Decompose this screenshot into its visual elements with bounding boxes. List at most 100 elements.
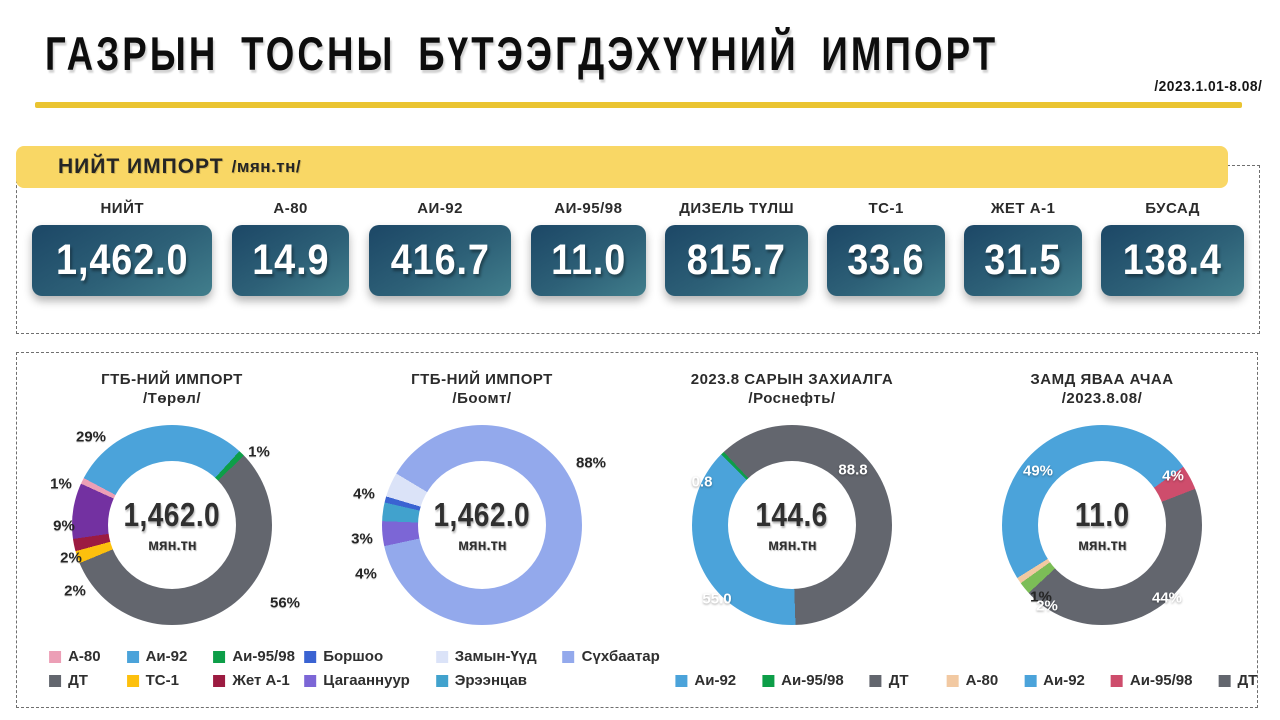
stat-card: 416.7 [368,225,512,296]
legend-label: А-80 [965,672,999,689]
stat-label: АИ-95/98 [554,200,623,217]
title-underline [35,102,1242,108]
legend-item: Аи-95/98 [762,672,844,689]
segment-label: 9% [53,517,75,535]
stat-card: 138.4 [1101,225,1244,296]
stat-card: 1,462.0 [32,225,213,296]
legend-item: Сүхбаатар [562,648,660,665]
segment-label: 88% [575,454,607,472]
legend-swatch [1024,674,1037,687]
chart-subtitle: /Төрөл/ [142,390,201,407]
legend-swatch [1218,674,1231,687]
stat-card: 33.6 [827,225,945,296]
donut: 1,462.0 мян.тн 29% 1% 56% 2% 2% 9% 1% [50,425,300,625]
legend-item: А-80 [946,672,999,689]
stat-ai92: АИ-92 416.7 [368,200,512,296]
chart-subtitle: /2023.8.08/ [1061,390,1143,407]
summary-cards-row: НИЙТ 1,462.0 А-80 14.9 АИ-92 416.7 АИ-95… [32,200,1244,296]
stat-label: БУСАД [1145,200,1200,217]
stat-value: 33.6 [847,236,925,284]
segment-label: 2% [60,549,82,567]
stat-label: НИЙТ [100,200,145,217]
donut-center-unit: мян.тн [767,536,817,554]
segment-label: 2% [64,582,86,600]
donut: 144.6 мян.тн 88.8 0.8 55.0 [692,425,892,625]
legend-label: Боршоо [323,648,384,665]
stat-value: 815.7 [687,236,787,284]
legend-swatch [213,674,226,687]
legend-item: Аи-92 [1024,672,1085,689]
legend-item: Аи-95/98 [213,648,295,665]
legend-swatch [675,674,688,687]
donut-center-value: 1,462.0 [123,495,221,533]
donut: 11.0 мян.тн 49% 4% 44% 1% 2% [1002,425,1202,625]
donut-center-value: 11.0 [1074,495,1130,533]
stat-label: ЖЕТ А-1 [990,200,1056,217]
date-range: /2023.1.01-8.08/ [1154,78,1262,95]
stat-label: ДИЗЕЛЬ ТҮЛШ [679,200,795,217]
stat-diesel: ДИЗЕЛЬ ТҮЛШ 815.7 [665,200,808,296]
donut-center-unit: мян.тн [147,536,197,554]
legend-swatch [869,674,882,687]
legend-label: Аи-95/98 [781,672,844,689]
chart-import-by-type: ГТБ-НИЙ ИМПОРТ /Төрөл/ 1,462.0 мян.тн 29… [17,353,327,707]
legend-swatch [304,674,317,687]
stat-card: 815.7 [665,225,808,296]
stat-other: БУСАД 138.4 [1101,200,1244,296]
chart-subtitle: /Роснефть/ [748,390,836,407]
legend-item: Аи-95/98 [1110,672,1193,689]
legend-item: ТС-1 [126,672,179,689]
summary-header-title: НИЙТ ИМПОРТ [58,155,224,178]
stat-label: А-80 [273,200,308,217]
segment-label: 49% [1022,462,1054,480]
charts-section: ГТБ-НИЙ ИМПОРТ /Төрөл/ 1,462.0 мян.тн 29… [16,352,1258,708]
donut-wrap: 1,462.0 мян.тн 88% 4% 3% 4% [351,425,606,625]
legend-swatch [562,650,575,663]
legend-swatch [1110,674,1123,687]
legend-swatch [762,674,775,687]
legend-swatch [126,674,139,687]
segment-label: 4% [353,485,375,503]
segment-label: 56% [269,594,301,612]
legend: А-80 Аи-92 Аи-95/98 ДТ ТС-1 Жет А-1 [49,648,295,689]
legend-label: Аи-92 [1043,672,1085,689]
legend-swatch [946,674,959,687]
stat-value: 31.5 [984,236,1062,284]
legend-label: ДТ [68,672,88,689]
summary-header-bar: НИЙТ ИМПОРТ /мян.тн/ [16,146,1228,188]
donut-wrap: 144.6 мян.тн 88.8 0.8 55.0 [692,425,892,625]
chart-title: 2023.8 САРЫН ЗАХИАЛГА [690,371,894,388]
segment-label: 1% [50,475,72,493]
legend-item: Боршоо [304,648,383,665]
donut-center: 144.6 мян.тн [728,461,856,589]
donut-wrap: 11.0 мян.тн 49% 4% 44% 1% 2% [1002,425,1202,625]
legend: А-80 Аи-92 Аи-95/98 ДТ [946,672,1257,689]
segment-label: 29% [75,428,107,446]
donut-center-unit: мян.тн [457,536,507,554]
legend-label: А-80 [68,648,101,665]
donut-center-value: 144.6 [755,495,829,533]
segment-label: 0.8 [691,473,713,491]
legend-label: Аи-95/98 [232,648,295,665]
chart-title: ЗАМД ЯВАА АЧАА [1030,371,1174,388]
legend-label: Аи-92 [694,672,737,689]
stat-value: 138.4 [1123,236,1223,284]
chart-import-by-port: ГТБ-НИЙ ИМПОРТ /Боомт/ 1,462.0 мян.тн 88… [304,353,660,707]
donut-wrap: 1,462.0 мян.тн 29% 1% 56% 2% 2% 9% 1% [50,425,300,625]
legend-swatch [49,650,62,663]
summary-header-unit: /мян.тн/ [231,157,302,176]
chart-cargo-in-transit: ЗАМД ЯВАА АЧАА /2023.8.08/ 11.0 мян.тн 4… [946,353,1257,707]
stat-value: 11.0 [550,236,626,284]
legend-label: Цагааннуур [323,672,410,689]
legend-item: Цагааннуур [304,672,410,689]
legend-label: ДТ [888,672,909,689]
donut-center-unit: мян.тн [1077,536,1127,554]
legend-label: Аи-95/98 [1129,672,1193,689]
stat-value: 14.9 [252,236,330,284]
donut-center: 11.0 мян.тн [1038,461,1166,589]
segment-label: 44% [1151,589,1183,607]
page-title: ГАЗРЫН ТОСНЫ БҮТЭЭГДЭХҮҮНИЙ ИМПОРТ [45,27,999,80]
legend-label: Сүхбаатар [581,648,660,665]
legend-item: ДТ [1218,672,1257,689]
